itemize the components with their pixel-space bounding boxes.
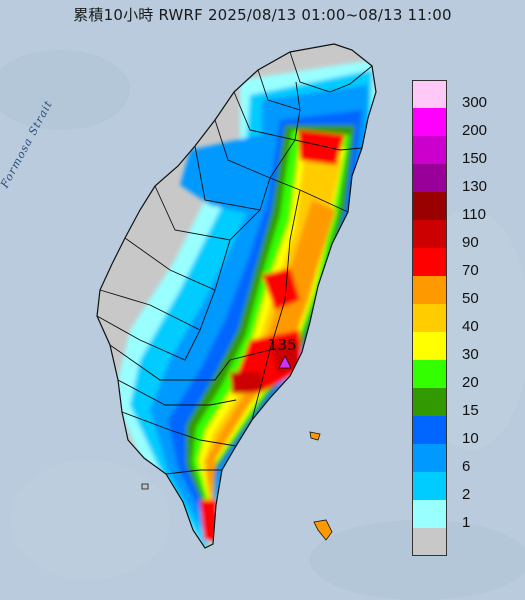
legend-item: 130	[412, 164, 512, 195]
legend-item: 2	[412, 472, 512, 503]
legend-item: 70	[412, 248, 512, 279]
legend-label: 130	[462, 178, 488, 195]
max-rainfall-marker-icon	[278, 355, 292, 369]
legend-swatch	[412, 500, 447, 528]
legend-item: 6	[412, 444, 512, 475]
legend-label: 40	[462, 318, 479, 335]
legend-swatch	[412, 248, 447, 276]
legend-label: 15	[462, 402, 479, 419]
legend-label: 30	[462, 346, 479, 363]
legend-item: 300	[412, 80, 512, 111]
rainfall-legend: 300 200 150 130 110 90 70 50 40 30 20 15 10 6 2 1	[412, 80, 512, 556]
legend-label: 150	[462, 150, 488, 167]
legend-label: 300	[462, 94, 488, 111]
legend-item: 40	[412, 304, 512, 335]
legend-swatch	[412, 528, 447, 556]
legend-label: 1	[462, 514, 471, 531]
max-rainfall-value: 135	[268, 336, 297, 354]
legend-item: 110	[412, 192, 512, 223]
legend-label: 10	[462, 430, 479, 447]
map-title: 累積10小時 RWRF 2025/08/13 01:00~08/13 11:00	[73, 6, 452, 24]
legend-item: 1	[412, 500, 512, 531]
legend-item: 50	[412, 276, 512, 307]
legend-label: 2	[462, 486, 471, 503]
legend-swatch	[412, 220, 447, 248]
legend-item	[412, 528, 512, 556]
legend-label: 90	[462, 234, 479, 251]
legend-item: 30	[412, 332, 512, 363]
legend-item: 15	[412, 388, 512, 419]
legend-swatch	[412, 416, 447, 444]
legend-label: 110	[462, 206, 486, 223]
legend-swatch	[412, 80, 447, 108]
legend-label: 50	[462, 290, 479, 307]
county-boundaries	[96, 51, 373, 475]
legend-label: 6	[462, 458, 471, 475]
offshore-islands	[141, 431, 333, 541]
legend-swatch	[412, 276, 447, 304]
legend-item: 90	[412, 220, 512, 251]
legend-swatch	[412, 108, 447, 136]
legend-swatch	[412, 388, 447, 416]
legend-item: 10	[412, 416, 512, 447]
legend-swatch	[412, 360, 447, 388]
legend-item: 200	[412, 108, 512, 139]
legend-swatch	[412, 472, 447, 500]
legend-label: 200	[462, 122, 488, 139]
legend-label: 20	[462, 374, 479, 391]
legend-swatch	[412, 164, 447, 192]
legend-item: 20	[412, 360, 512, 391]
legend-swatch	[412, 444, 447, 472]
legend-swatch	[412, 136, 447, 164]
taiwan-coastline	[96, 43, 377, 549]
legend-label: 70	[462, 262, 479, 279]
legend-swatch	[412, 332, 447, 360]
legend-swatch	[412, 192, 447, 220]
legend-item: 150	[412, 136, 512, 167]
legend-swatch	[412, 304, 447, 332]
